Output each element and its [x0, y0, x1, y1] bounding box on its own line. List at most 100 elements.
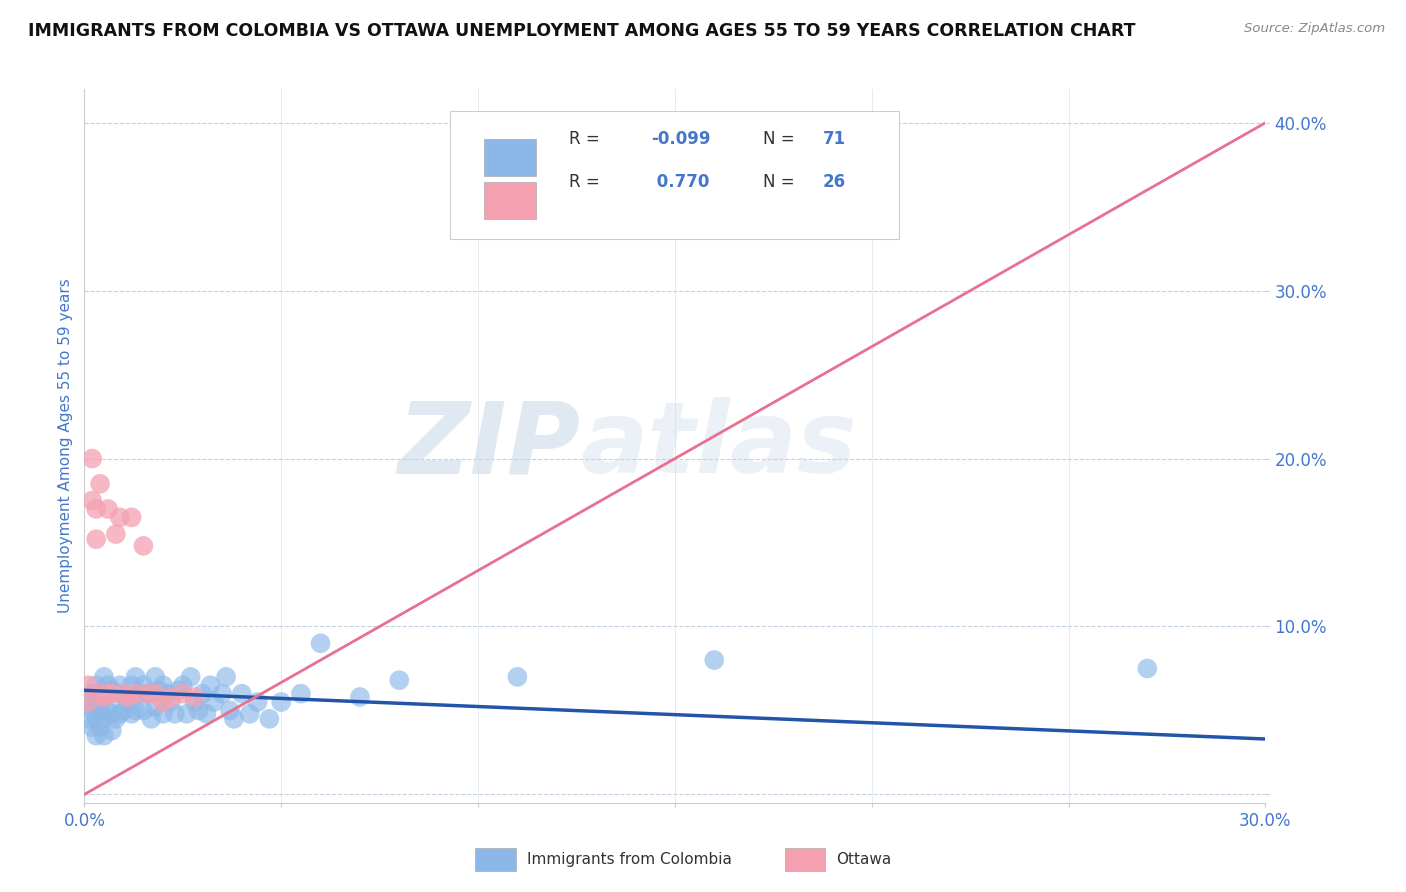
Point [93, 710, 115, 724]
Point [89, 720, 111, 734]
Point [156, 687, 179, 701]
Point [101, 683, 124, 698]
Point [128, 687, 150, 701]
Point [703, 653, 725, 667]
Point [167, 683, 190, 698]
Point [172, 678, 194, 692]
Point [124, 703, 146, 717]
Text: atlas: atlas [581, 398, 856, 494]
Point [187, 703, 209, 717]
Point [121, 678, 143, 692]
Point [82, 703, 104, 717]
Point [101, 723, 124, 738]
Point [143, 687, 166, 701]
Point [124, 687, 146, 701]
FancyBboxPatch shape [484, 182, 536, 219]
Text: N =: N = [763, 173, 800, 191]
Point [117, 695, 139, 709]
Point [388, 673, 411, 688]
Point [183, 690, 205, 704]
Point [77, 678, 100, 692]
Text: 71: 71 [823, 130, 845, 148]
Point [77, 712, 100, 726]
Point [101, 706, 124, 721]
Point [821, 217, 844, 231]
Point [163, 706, 186, 721]
Point [93, 670, 115, 684]
Point [97, 502, 120, 516]
Text: N =: N = [763, 130, 800, 148]
Text: R =: R = [568, 173, 605, 191]
FancyBboxPatch shape [484, 139, 536, 177]
Point [97, 687, 120, 701]
Point [82, 493, 104, 508]
Point [183, 695, 205, 709]
Point [309, 636, 332, 650]
Point [108, 510, 131, 524]
Point [202, 695, 225, 709]
Point [84, 712, 107, 726]
Point [82, 720, 104, 734]
Point [93, 729, 115, 743]
Point [121, 510, 143, 524]
Point [143, 700, 166, 714]
Point [176, 706, 198, 721]
Point [84, 729, 107, 743]
Text: Immigrants from Colombia: Immigrants from Colombia [527, 853, 733, 867]
Point [136, 687, 159, 701]
Point [152, 678, 174, 692]
Point [191, 687, 214, 701]
Point [160, 695, 183, 709]
Point [77, 695, 100, 709]
Point [89, 687, 111, 701]
Point [222, 712, 245, 726]
Point [84, 502, 107, 516]
Text: R =: R = [568, 130, 605, 148]
Point [132, 539, 155, 553]
Point [112, 687, 135, 701]
Point [77, 695, 100, 709]
Point [200, 678, 222, 692]
Point [349, 690, 371, 704]
Point [112, 703, 135, 717]
Point [117, 690, 139, 704]
Point [143, 670, 166, 684]
Point [246, 695, 269, 709]
Point [148, 683, 170, 698]
Point [132, 703, 155, 717]
Text: Ottawa: Ottawa [837, 853, 891, 867]
Point [121, 706, 143, 721]
Point [270, 695, 292, 709]
Point [101, 687, 124, 701]
Point [215, 670, 238, 684]
Point [160, 690, 183, 704]
Point [108, 678, 131, 692]
Point [132, 678, 155, 692]
Point [84, 695, 107, 709]
Point [97, 678, 120, 692]
Text: Source: ZipAtlas.com: Source: ZipAtlas.com [1244, 22, 1385, 36]
Point [104, 527, 127, 541]
Point [104, 687, 127, 701]
Point [152, 695, 174, 709]
Point [239, 706, 262, 721]
Point [104, 712, 127, 726]
Y-axis label: Unemployment Among Ages 55 to 59 years: Unemployment Among Ages 55 to 59 years [58, 278, 73, 614]
Point [136, 687, 159, 701]
Point [112, 687, 135, 701]
Text: 0.770: 0.770 [651, 173, 710, 191]
Point [89, 703, 111, 717]
Point [97, 703, 120, 717]
Point [259, 712, 281, 726]
Point [180, 670, 202, 684]
Point [84, 678, 107, 692]
Point [82, 451, 104, 466]
Text: ZIP: ZIP [398, 398, 581, 494]
Point [84, 532, 107, 546]
Point [141, 712, 163, 726]
Point [231, 687, 253, 701]
Point [89, 687, 111, 701]
Point [108, 706, 131, 721]
Point [1136, 661, 1159, 675]
Point [195, 706, 218, 721]
